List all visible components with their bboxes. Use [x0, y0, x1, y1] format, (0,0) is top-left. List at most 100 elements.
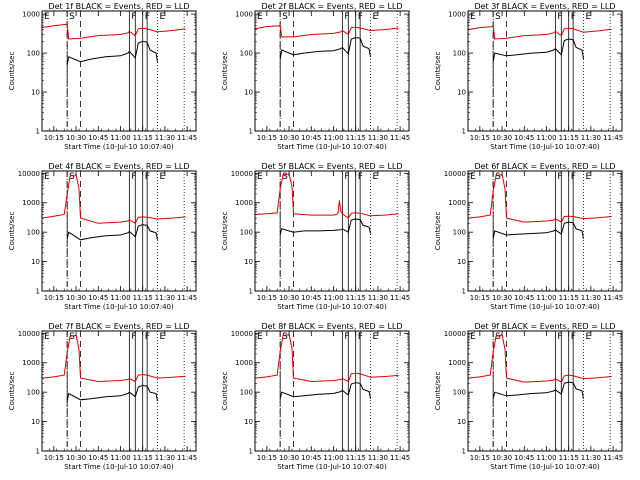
x-tick-label: 11:00 — [323, 294, 343, 302]
y-tick-label: 10 — [31, 418, 40, 426]
y-tick-label: 10 — [244, 89, 253, 97]
interval-label: S — [495, 332, 501, 342]
x-axis-label: Start Time (10-Jul-10 10:07:40) — [490, 463, 600, 471]
interval-label: E — [373, 172, 379, 182]
interval-label: S — [69, 332, 75, 342]
interval-label: E — [373, 12, 379, 22]
x-tick-label: 10:45 — [88, 454, 108, 462]
x-tick-label: 10:30 — [492, 134, 512, 142]
y-tick-label: 1 — [249, 448, 253, 456]
y-tick-label: 100 — [240, 389, 253, 397]
plot-frame — [41, 330, 197, 452]
x-tick-label: 11:45 — [177, 454, 197, 462]
interval-label: F — [358, 12, 363, 22]
y-tick-label: 100 — [240, 50, 253, 58]
panel-title: Det 5f BLACK = Events, RED = LLD — [261, 162, 402, 171]
y-tick-label: 10 — [457, 418, 466, 426]
y-axis-label: Counts/sec — [8, 52, 16, 91]
x-axis-label: Start Time (10-Jul-10 10:07:40) — [64, 143, 174, 151]
series-line-events — [279, 382, 371, 399]
interval-label: S — [282, 12, 288, 22]
panel-title: Det 2f BLACK = Events, RED = LLD — [261, 2, 402, 11]
x-tick-label: 11:45 — [603, 134, 623, 142]
x-tick-label: 10:15 — [470, 454, 490, 462]
x-tick-label: 10:30 — [66, 294, 86, 302]
x-axis-label: Start Time (10-Jul-10 10:07:40) — [64, 463, 174, 471]
interval-label: F — [571, 332, 576, 342]
series-line-lld — [41, 23, 186, 40]
y-axis-label: Counts/sec — [221, 212, 229, 251]
plot-frame — [254, 330, 410, 452]
x-tick-label: 10:30 — [492, 294, 512, 302]
y-tick-label: 1 — [36, 288, 40, 296]
interval-label: S — [69, 12, 75, 22]
panel-title: Det 3f BLACK = Events, RED = LLD — [474, 2, 615, 11]
x-tick-label: 10:45 — [514, 454, 534, 462]
x-tick-label: 11:00 — [110, 134, 130, 142]
y-tick-label: 1 — [249, 128, 253, 136]
x-axis-label: Start Time (10-Jul-10 10:07:40) — [277, 463, 387, 471]
y-axis-label: Counts/sec — [221, 52, 229, 91]
y-tick-label: 10 — [31, 89, 40, 97]
plot-frame — [467, 10, 623, 132]
y-axis-label: Counts/sec — [8, 372, 16, 411]
interval-label: E — [44, 332, 50, 342]
x-axis-label: Start Time (10-Jul-10 10:07:40) — [277, 303, 387, 311]
interval-label: E — [470, 12, 476, 22]
interval-label: E — [470, 332, 476, 342]
y-axis-label: Counts/sec — [8, 212, 16, 251]
x-tick-label: 10:15 — [470, 134, 490, 142]
interval-label: E — [586, 172, 592, 182]
y-tick-label: 1 — [462, 288, 466, 296]
interval-label: F — [557, 332, 562, 342]
y-tick-label: 100 — [453, 50, 466, 58]
y-tick-label: 1000 — [235, 359, 253, 367]
x-tick-label: 10:30 — [279, 294, 299, 302]
series-line-events — [492, 38, 584, 62]
interval-label: E — [160, 12, 166, 22]
x-tick-label: 10:15 — [257, 454, 277, 462]
x-tick-label: 10:30 — [279, 134, 299, 142]
series-line-events — [66, 384, 158, 402]
x-tick-label: 11:15 — [346, 294, 366, 302]
y-tick-label: 100 — [453, 229, 466, 237]
y-tick-label: 10 — [31, 258, 40, 266]
interval-label: F — [145, 332, 150, 342]
x-tick-label: 10:15 — [257, 134, 277, 142]
x-tick-label: 11:30 — [581, 454, 601, 462]
x-tick-label: 11:30 — [155, 454, 175, 462]
interval-label: E — [257, 12, 263, 22]
x-tick-label: 10:15 — [257, 294, 277, 302]
interval-label: F — [358, 172, 363, 182]
y-tick-label: 10000 — [18, 330, 40, 338]
y-tick-label: 10000 — [231, 330, 253, 338]
interval-label: S — [69, 172, 75, 182]
x-tick-label: 11:30 — [581, 134, 601, 142]
x-axis-label: Start Time (10-Jul-10 10:07:40) — [277, 143, 387, 151]
series-line-events — [66, 40, 158, 65]
x-tick-label: 11:30 — [155, 134, 175, 142]
y-tick-label: 100 — [27, 229, 40, 237]
y-tick-label: 10000 — [444, 330, 466, 338]
x-tick-label: 11:15 — [559, 454, 579, 462]
y-tick-label: 1000 — [448, 11, 466, 19]
x-tick-label: 10:30 — [492, 454, 512, 462]
x-tick-label: 10:45 — [88, 294, 108, 302]
interval-label: E — [373, 332, 379, 342]
x-axis-label: Start Time (10-Jul-10 10:07:40) — [490, 143, 600, 151]
panel-title: Det 7f BLACK = Events, RED = LLD — [48, 322, 189, 331]
series-line-events — [492, 221, 584, 239]
interval-label: S — [282, 172, 288, 182]
x-tick-label: 10:30 — [279, 454, 299, 462]
x-tick-label: 11:15 — [346, 134, 366, 142]
y-tick-label: 10 — [244, 258, 253, 266]
y-axis-label: Counts/sec — [434, 372, 442, 411]
y-tick-label: 10000 — [18, 170, 40, 178]
y-tick-label: 1000 — [448, 359, 466, 367]
x-tick-label: 11:30 — [155, 294, 175, 302]
